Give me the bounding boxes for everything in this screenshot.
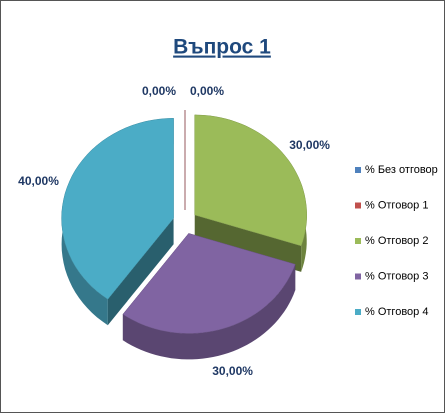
chart-title: Въпрос 1 — [173, 36, 271, 59]
slice-radial-side — [107, 218, 174, 326]
legend-marker — [355, 202, 361, 209]
legend-label: % Отговор 3 — [365, 270, 428, 282]
data-label: 30,00% — [212, 364, 253, 378]
data-label: 0,00% — [190, 84, 224, 98]
legend-marker — [355, 238, 361, 244]
legend-marker — [355, 309, 361, 315]
slice — [122, 233, 296, 334]
slice — [61, 118, 174, 300]
legend-label: % Отговор 4 — [365, 306, 428, 318]
data-label: 0,00% — [142, 84, 176, 98]
legend-label: % Отговор 2 — [365, 235, 428, 247]
legend-marker — [355, 273, 361, 280]
data-label: 30,00% — [289, 138, 330, 152]
legend-marker — [355, 167, 361, 173]
slice-radial-side — [194, 214, 302, 272]
slice — [194, 114, 307, 247]
data-label: 40,00% — [18, 174, 59, 188]
legend-label: % Без отговор — [365, 164, 438, 176]
slice-side — [122, 264, 296, 360]
legend-label: % Отговор 1 — [365, 199, 428, 211]
